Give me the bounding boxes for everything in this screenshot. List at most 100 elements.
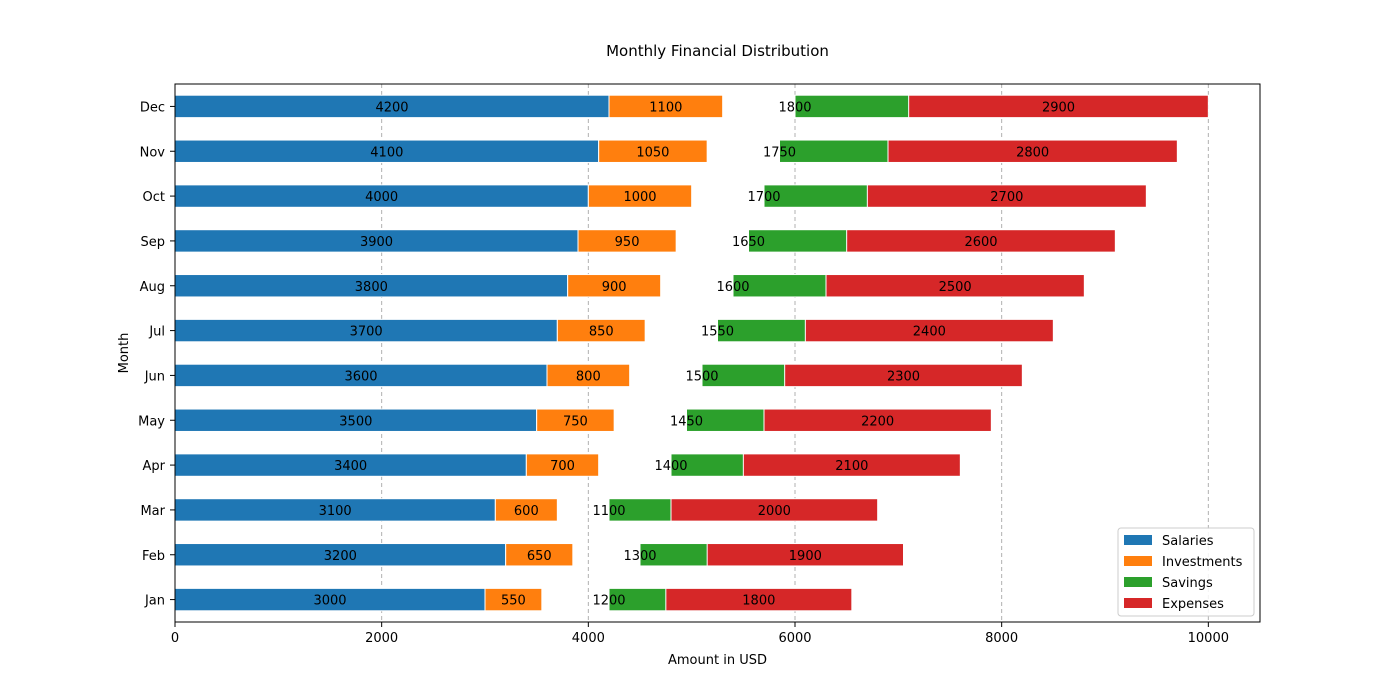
legend-box xyxy=(1117,527,1255,617)
legend-label-expenses: Expenses xyxy=(1162,597,1224,612)
bar-label-salaries: 3700 xyxy=(350,325,383,340)
x-tick-label: 0 xyxy=(171,631,179,646)
bar-expenses xyxy=(846,229,1116,253)
bar-label-savings: 1750 xyxy=(763,145,796,160)
bar-label-investments: 750 xyxy=(563,414,588,429)
bar-expenses xyxy=(742,453,961,477)
bar-label-expenses: 2500 xyxy=(939,280,972,295)
x-tick-label: 4000 xyxy=(572,631,605,646)
bar-label-investments: 1000 xyxy=(623,190,656,205)
bar-label-investments: 600 xyxy=(514,504,539,519)
bar-investments xyxy=(587,184,693,208)
y-tick-label: Dec xyxy=(140,100,165,115)
bar-expenses xyxy=(706,543,905,567)
bar-label-savings: 1650 xyxy=(732,235,765,250)
bar-label-expenses: 2700 xyxy=(990,190,1023,205)
bar-investments xyxy=(536,408,615,432)
bar-expenses xyxy=(825,274,1085,298)
bar-label-investments: 1100 xyxy=(649,100,682,115)
y-tick-label: Oct xyxy=(143,190,165,205)
plot-area-frame xyxy=(174,83,1261,623)
bar-label-savings: 1500 xyxy=(685,369,718,384)
bar-investments xyxy=(567,274,662,298)
bar-label-expenses: 2100 xyxy=(835,459,868,474)
y-tick-label: Mar xyxy=(140,504,165,519)
bar-label-salaries: 3500 xyxy=(339,414,372,429)
bar-label-investments: 900 xyxy=(602,280,627,295)
bar-label-expenses: 2000 xyxy=(758,504,791,519)
bar-label-savings: 1200 xyxy=(592,594,625,609)
y-tick-label: Nov xyxy=(140,145,166,160)
bar-label-expenses: 2300 xyxy=(887,369,920,384)
bar-label-investments: 650 xyxy=(527,549,552,564)
y-tick-label: Jan xyxy=(144,594,165,609)
bar-label-salaries: 3100 xyxy=(319,504,352,519)
bar-expenses xyxy=(670,498,879,522)
bar-investments xyxy=(577,229,677,253)
bar-labels: 3000 3200 3100 3400 3500 3600 3700 3800 3900 4000… xyxy=(313,100,1075,608)
bar-label-expenses: 2400 xyxy=(913,325,946,340)
legend-swatch-expenses xyxy=(1124,598,1152,608)
bar-expenses xyxy=(763,408,992,432)
y-tick-label: Jul xyxy=(148,325,165,340)
y-tick-label: May xyxy=(138,414,165,429)
bar-label-salaries: 3200 xyxy=(324,549,357,564)
bar-label-savings: 1700 xyxy=(747,190,780,205)
chart-title: Monthly Financial Distribution xyxy=(606,42,829,60)
bar-label-expenses: 2800 xyxy=(1016,145,1049,160)
bar-investments xyxy=(525,453,600,477)
y-tick-label: Aug xyxy=(140,280,165,295)
bar-label-savings: 1800 xyxy=(778,100,811,115)
bar-label-salaries: 3000 xyxy=(313,594,346,609)
legend-swatch-savings xyxy=(1124,577,1152,587)
x-tick-label: 10000 xyxy=(1188,631,1229,646)
bar-label-salaries: 3400 xyxy=(334,459,367,474)
x-tick-label: 8000 xyxy=(985,631,1018,646)
bar-expenses xyxy=(804,318,1054,343)
legend-swatch-salaries xyxy=(1124,535,1152,545)
x-axis: 0 2000 4000 6000 8000 10000 xyxy=(171,622,1229,646)
bar-label-savings: 1400 xyxy=(654,459,687,474)
bar-label-expenses: 2200 xyxy=(861,414,894,429)
bar-expenses xyxy=(784,363,1023,388)
bar-label-salaries: 4100 xyxy=(370,145,403,160)
y-tick-label: Apr xyxy=(143,459,166,474)
bar-investments xyxy=(556,318,646,343)
legend-label-salaries: Salaries xyxy=(1162,534,1214,549)
bar-expenses xyxy=(866,184,1147,208)
bar-label-investments: 550 xyxy=(501,594,526,609)
bar-label-expenses: 1800 xyxy=(742,594,775,609)
y-axis: Jan Feb Mar Apr May Jun Jul Aug Sep Oct Nov Dec xyxy=(138,100,175,609)
bar-label-savings: 1100 xyxy=(592,504,625,519)
bar-investments xyxy=(546,363,631,388)
legend-swatch-investments xyxy=(1124,556,1152,566)
y-tick-label: Feb xyxy=(142,549,165,564)
bar-label-savings: 1450 xyxy=(670,414,703,429)
legend-label-investments: Investments xyxy=(1162,555,1243,570)
bar-label-salaries: 4000 xyxy=(365,190,398,205)
bar-label-investments: 850 xyxy=(589,325,614,340)
bar-expenses xyxy=(665,587,853,612)
bar-investments xyxy=(494,498,558,522)
bar-label-investments: 950 xyxy=(615,235,640,250)
y-tick-label: Sep xyxy=(140,235,165,250)
x-axis-title: Amount in USD xyxy=(668,653,767,668)
legend[interactable]: Salaries Investments Savings Expenses xyxy=(1117,527,1255,617)
bar-investments xyxy=(608,94,724,119)
bar-expenses xyxy=(908,94,1209,119)
legend-label-savings: Savings xyxy=(1162,576,1213,591)
bar-label-salaries: 3600 xyxy=(344,369,377,384)
bar-label-savings: 1300 xyxy=(623,549,656,564)
bar-label-investments: 800 xyxy=(576,369,601,384)
y-axis-title: Month xyxy=(117,333,132,374)
bars xyxy=(174,94,1209,612)
bar-label-salaries: 4200 xyxy=(375,100,408,115)
bar-expenses xyxy=(887,139,1178,163)
x-tick-label: 6000 xyxy=(778,631,811,646)
bar-label-expenses: 2900 xyxy=(1042,100,1075,115)
bar-label-investments: 1050 xyxy=(636,145,669,160)
bar-label-investments: 700 xyxy=(550,459,575,474)
bar-investments xyxy=(484,587,543,612)
x-tick-label: 2000 xyxy=(365,631,398,646)
